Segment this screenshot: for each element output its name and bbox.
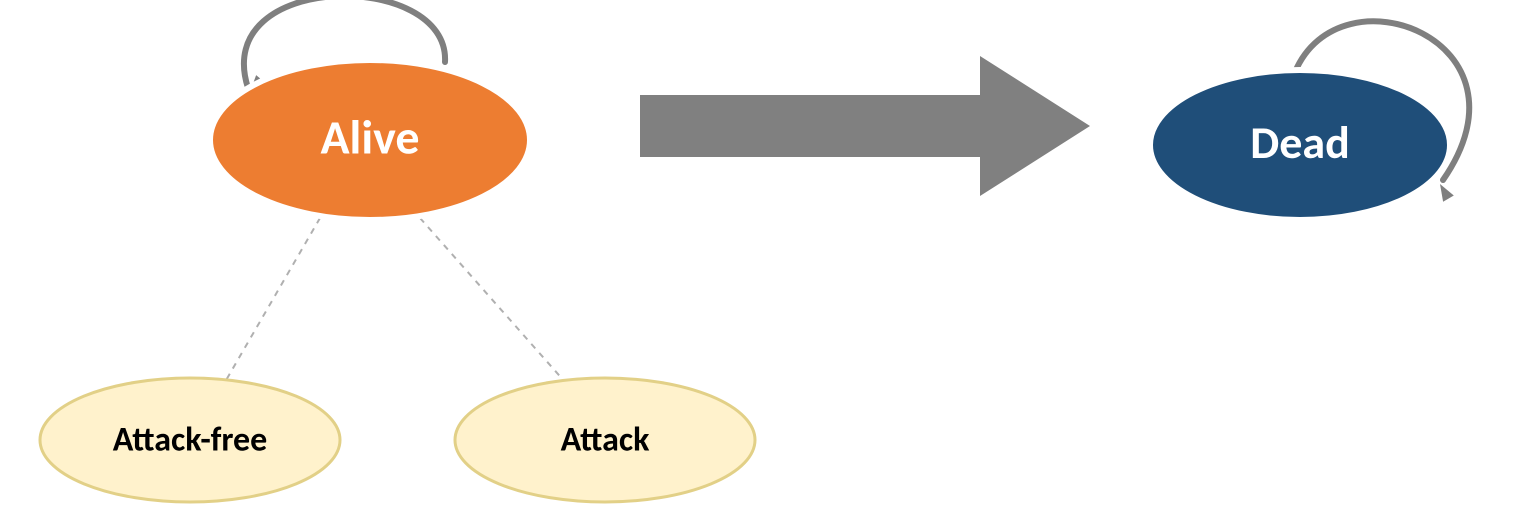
alive-state-label: Alive [320, 108, 419, 167]
transition-arrow [640, 56, 1090, 196]
dead-state: Dead [1150, 70, 1450, 220]
state-diagram: Alive Dead Attack-free Attack [0, 0, 1530, 527]
alive-state: Alive [210, 60, 530, 220]
attack-substate: Attack [455, 378, 755, 502]
dead-state-label: Dead [1250, 115, 1350, 171]
attack-free-substate-label: Attack-free [113, 419, 268, 460]
dashed-connectors [225, 218, 565, 382]
attack-free-substate: Attack-free [40, 378, 340, 502]
attack-substate-label: Attack [561, 419, 651, 460]
